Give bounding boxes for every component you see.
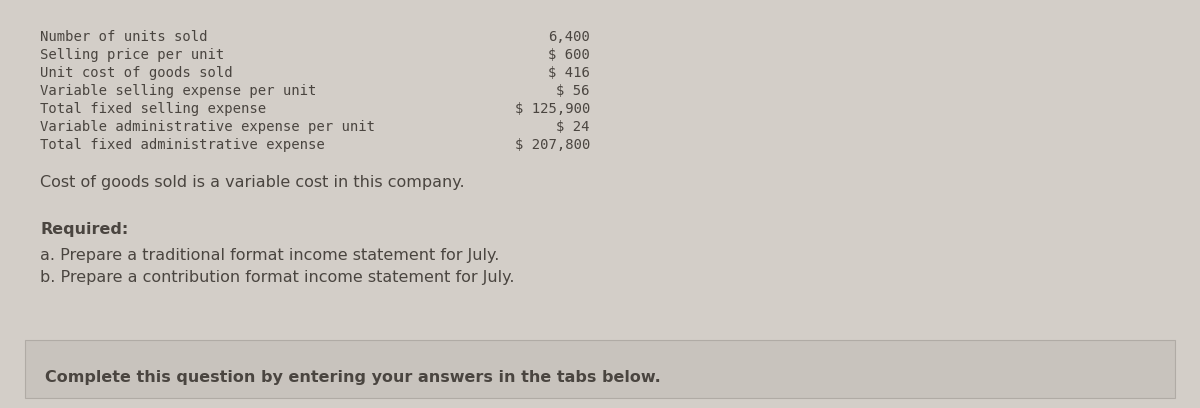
Text: $ 56: $ 56 [557,84,590,98]
Text: Complete this question by entering your answers in the tabs below.: Complete this question by entering your … [46,370,661,385]
Text: a. Prepare a traditional format income statement for July.: a. Prepare a traditional format income s… [40,248,499,263]
Text: Cost of goods sold is a variable cost in this company.: Cost of goods sold is a variable cost in… [40,175,464,190]
Text: $ 207,800: $ 207,800 [515,138,590,152]
Text: 6,400: 6,400 [548,30,590,44]
Text: $ 416: $ 416 [548,66,590,80]
Text: $ 24: $ 24 [557,120,590,134]
Text: Required:: Required: [40,222,128,237]
Text: b. Prepare a contribution format income statement for July.: b. Prepare a contribution format income … [40,270,515,285]
Text: Variable administrative expense per unit: Variable administrative expense per unit [40,120,374,134]
Text: Total fixed selling expense: Total fixed selling expense [40,102,266,116]
Text: Variable selling expense per unit: Variable selling expense per unit [40,84,317,98]
Text: Number of units sold: Number of units sold [40,30,208,44]
Text: Unit cost of goods sold: Unit cost of goods sold [40,66,233,80]
Text: Selling price per unit: Selling price per unit [40,48,224,62]
Bar [25,340,1175,398]
Text: Total fixed administrative expense: Total fixed administrative expense [40,138,325,152]
Text: $ 125,900: $ 125,900 [515,102,590,116]
Text: $ 600: $ 600 [548,48,590,62]
